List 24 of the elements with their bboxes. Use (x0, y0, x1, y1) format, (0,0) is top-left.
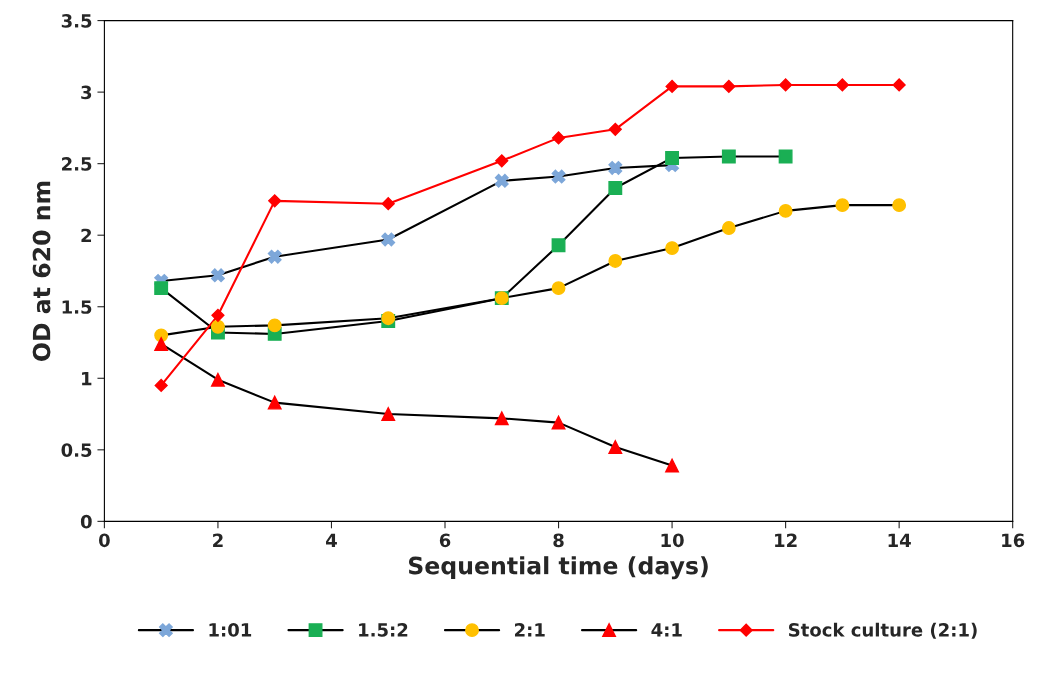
y-tick-label: 2.5 (62, 157, 92, 171)
legend-label: 1:01 (209, 623, 252, 637)
x-tick-label: 14 (888, 533, 911, 547)
y-tick-label: 3.5 (61, 14, 92, 28)
x-tick-label: 2 (213, 533, 223, 547)
x-tick-label: 4 (326, 533, 337, 547)
x-tick-label: 0 (98, 533, 110, 548)
legend-label: Stock culture (2:1) (788, 622, 977, 639)
legend-label: 2:1 (514, 623, 545, 637)
legend-label: 1.5:2 (359, 623, 408, 637)
y-tick-label: 2 (81, 228, 92, 243)
legend-label: 4:1 (651, 623, 682, 637)
x-axis-title: Sequential time (days) (408, 556, 708, 580)
x-tick-label: 8 (553, 533, 564, 548)
x-tick-label: 12 (775, 533, 797, 547)
x-tick-label: 16 (1002, 533, 1025, 548)
y-axis-title: OD at 620 nm (32, 181, 51, 361)
y-tick-label: 3 (81, 85, 92, 100)
y-tick-label: 0.5 (61, 443, 92, 457)
y-tick-label: 1.5 (62, 300, 92, 314)
x-tick-label: 6 (439, 533, 451, 548)
y-tick-label: 0 (80, 514, 92, 529)
y-tick-label: 1 (82, 371, 92, 386)
x-tick-label: 10 (661, 533, 684, 548)
